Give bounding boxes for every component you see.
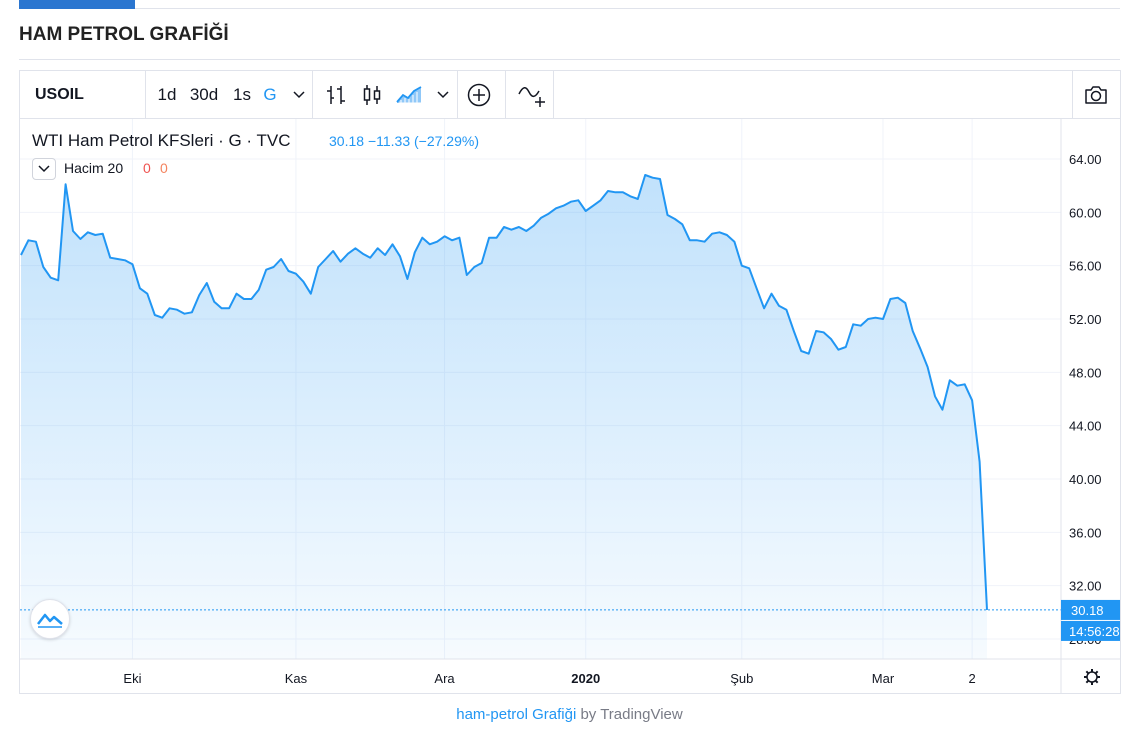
volume-value-a: 0 — [143, 160, 151, 176]
active-section-indicator — [19, 0, 135, 9]
x-tick-label: Şub — [730, 671, 753, 686]
compare-icon[interactable] — [512, 71, 552, 118]
last-price-tag — [1061, 599, 1120, 620]
x-tick-label: Ara — [434, 671, 455, 686]
toolbar-divider — [505, 71, 506, 118]
chevron-down-icon — [38, 165, 50, 173]
legend-last-price: 30.18 — [329, 133, 365, 149]
chart-toolbar: USOIL 1d 30d 1s G — [20, 71, 1120, 119]
interval-1d-button[interactable]: 1d — [157, 84, 177, 104]
toolbar-divider — [1072, 71, 1073, 118]
legend-values: 30.18 −11.33 (−27.29%) — [329, 133, 479, 149]
symbol-search-button[interactable]: USOIL — [35, 85, 84, 103]
tradingview-logo-button[interactable] — [30, 599, 70, 639]
y-tick-label: 48.00 — [1069, 365, 1102, 380]
y-tick-label: 36.00 — [1069, 525, 1102, 540]
interval-1s-button[interactable]: 1s — [233, 84, 251, 104]
camera-icon[interactable] — [1078, 71, 1114, 118]
time-tag — [1061, 620, 1120, 641]
last-price-tag-label: 30.18 — [1071, 603, 1104, 618]
gear-icon-tooth — [1085, 670, 1090, 675]
volume-label: Hacim 20 — [64, 160, 124, 176]
x-tick-label: Eki — [123, 671, 141, 686]
y-tick-label: 60.00 — [1069, 205, 1102, 220]
tradingview-widget: USOIL 1d 30d 1s G — [19, 70, 1121, 694]
top-divider — [19, 8, 1120, 9]
chevron-down-icon[interactable] — [430, 71, 456, 118]
toolbar-divider — [145, 71, 146, 118]
toolbar-divider — [553, 71, 554, 118]
bar-chart-icon[interactable] — [320, 71, 352, 118]
price-chart-svg: 28.0032.0036.0040.0044.0048.0052.0056.00… — [20, 119, 1120, 694]
gear-icon-tooth — [1094, 670, 1099, 675]
gear-icon — [1084, 669, 1100, 685]
y-tick-label: 52.00 — [1069, 312, 1102, 327]
title-divider — [19, 59, 1120, 60]
toolbar-divider — [312, 71, 313, 118]
tradingview-logo-icon — [37, 613, 63, 628]
volume-value-b: 0 — [160, 160, 168, 176]
price-chart[interactable]: 28.0032.0036.0040.0044.0048.0052.0056.00… — [20, 119, 1120, 694]
interval-g-button[interactable]: G — [263, 84, 277, 104]
y-tick-label: 32.00 — [1069, 579, 1102, 594]
x-tick-label: 2020 — [571, 671, 600, 686]
legend-change: −11.33 (−27.29%) — [367, 133, 479, 149]
y-tick-label: 56.00 — [1069, 259, 1102, 274]
x-tick-label: Mar — [872, 671, 895, 686]
area-chart-icon[interactable] — [392, 71, 426, 118]
price-area-fill — [21, 175, 987, 659]
time-tag-label: 14:56:28 — [1069, 624, 1120, 639]
price-line — [20, 174, 988, 610]
gear-icon-tooth — [1094, 679, 1099, 684]
legend-title: WTI Ham Petrol KFSleri · G · TVC — [32, 131, 291, 150]
gear-icon-tooth — [1085, 679, 1090, 684]
y-tick-label: 64.00 — [1069, 152, 1102, 167]
y-tick-label: 40.00 — [1069, 472, 1102, 487]
attribution: ham-petrol Grafiği by TradingView — [0, 706, 1139, 723]
add-indicator-icon[interactable] — [462, 71, 496, 118]
gear-icon-ring — [1086, 671, 1098, 683]
x-tick-label: 2 — [969, 671, 976, 686]
legend-collapse-button[interactable] — [32, 158, 56, 180]
attribution-by: by TradingView — [580, 706, 683, 723]
candlestick-icon[interactable] — [356, 71, 388, 118]
attribution-link[interactable]: ham-petrol Grafiği — [456, 706, 577, 723]
toolbar-divider — [457, 71, 458, 118]
chevron-down-icon[interactable] — [288, 71, 310, 118]
x-tick-label: Kas — [285, 671, 308, 686]
y-tick-label: 44.00 — [1069, 419, 1102, 434]
page-title: HAM PETROL GRAFİĞİ — [19, 24, 229, 45]
interval-30d-button[interactable]: 30d — [189, 84, 219, 104]
